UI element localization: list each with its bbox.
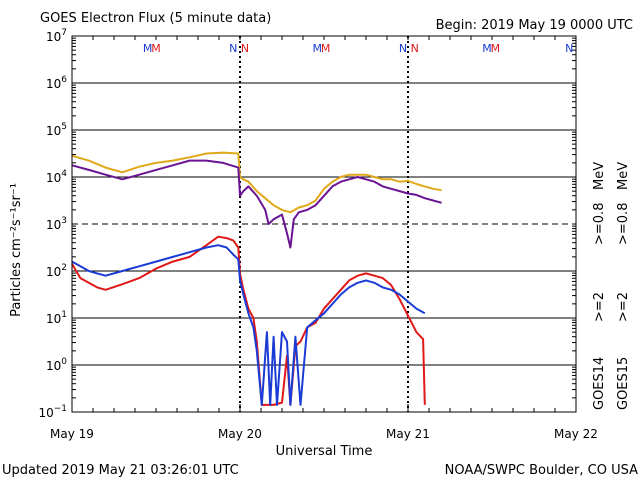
y-tick-label: 101	[46, 310, 67, 326]
y-tick-label: 106	[46, 75, 67, 91]
data-series	[71, 151, 442, 406]
legend-goes15-ge08: >=0.8	[616, 203, 631, 245]
x-tick-label: May 19	[50, 427, 94, 441]
marker-m-14: M	[482, 42, 492, 55]
y-tick-label: 100	[46, 357, 67, 373]
legend-goes14-ge08: >=0.8	[592, 203, 607, 245]
legend-sat15: GOES15	[616, 357, 631, 410]
series-line-goes15-0-8-mev	[71, 151, 442, 214]
begin-time: Begin: 2019 May 19 0000 UTC	[436, 18, 633, 33]
x-tick-label: May 21	[386, 427, 430, 441]
legend-unit-14: MeV	[592, 162, 607, 190]
marker-n-14: N	[565, 42, 573, 55]
x-axis-label: Universal Time	[276, 444, 373, 459]
legend-goes14-ge2: >=2	[592, 292, 607, 322]
y-tick-label: 10−1	[38, 404, 67, 420]
legend-goes15-ge2: >=2	[616, 292, 631, 322]
plot-frame	[71, 35, 577, 413]
mn-markers: MM N N MM N N MM N	[143, 42, 574, 55]
x-tick-label: May 22	[554, 427, 598, 441]
marker-m-15: M	[491, 42, 501, 55]
y-tick-label: 103	[46, 216, 67, 232]
marker-n-15: N	[411, 42, 419, 55]
x-tick-label: May 20	[218, 427, 262, 441]
marker-n-14: N	[399, 42, 407, 55]
source-credit: NOAA/SWPC Boulder, CO USA	[445, 463, 638, 478]
y-tick-label: 105	[46, 122, 67, 138]
legend-unit-15: MeV	[616, 162, 631, 190]
marker-n-14: N	[229, 42, 237, 55]
series-line-goes15-2-mev	[71, 235, 426, 406]
marker-m-15: M	[321, 42, 331, 55]
marker-m-15: M	[151, 42, 161, 55]
legend-sat14: GOES14	[592, 357, 607, 410]
series-line-goes14-2-mev	[71, 244, 426, 406]
legend: GOES14 GOES15 >=2 >=2 >=0.8 >=0.8 MeV Me…	[592, 162, 631, 410]
axis-ticks: 10−1 100 101 102 103 104 105 106 107 May 19 May 20…	[38, 28, 598, 441]
chart-title: GOES Electron Flux (5 minute data)	[40, 11, 271, 26]
y-tick-label: 107	[46, 28, 67, 44]
y-tick-label: 104	[46, 169, 67, 185]
updated-time: Updated 2019 May 21 03:26:01 UTC	[2, 463, 239, 478]
marker-n-15: N	[241, 42, 249, 55]
grid-lines	[72, 36, 576, 412]
y-tick-label: 102	[46, 263, 67, 279]
marker-m-14: M	[313, 42, 323, 55]
marker-m-14: M	[143, 42, 153, 55]
series-line-goes14-0-8-mev	[71, 159, 442, 249]
y-axis-label: Particles cm⁻²s⁻¹sr⁻¹	[9, 183, 24, 317]
